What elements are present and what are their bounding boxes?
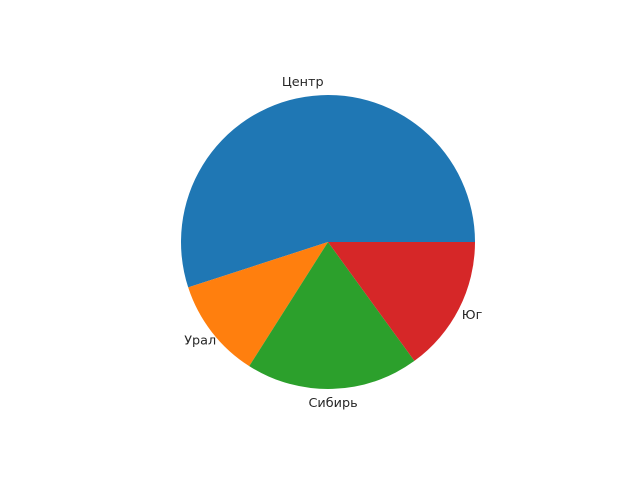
pie-label-2: Сибирь [309, 396, 358, 411]
pie-label-0: Центр [282, 75, 324, 90]
pie-wedge-3 [328, 242, 475, 361]
pie-wedge-0 [181, 95, 476, 288]
pie-wedge-1 [188, 242, 328, 367]
pie-wedge-2 [249, 242, 415, 390]
pie-label-1: Урал [184, 334, 216, 349]
pie-wedges [181, 95, 476, 390]
pie-label-3: Юг [462, 308, 483, 323]
pie-labels: Центр Урал Сибирь Юг [184, 75, 482, 411]
